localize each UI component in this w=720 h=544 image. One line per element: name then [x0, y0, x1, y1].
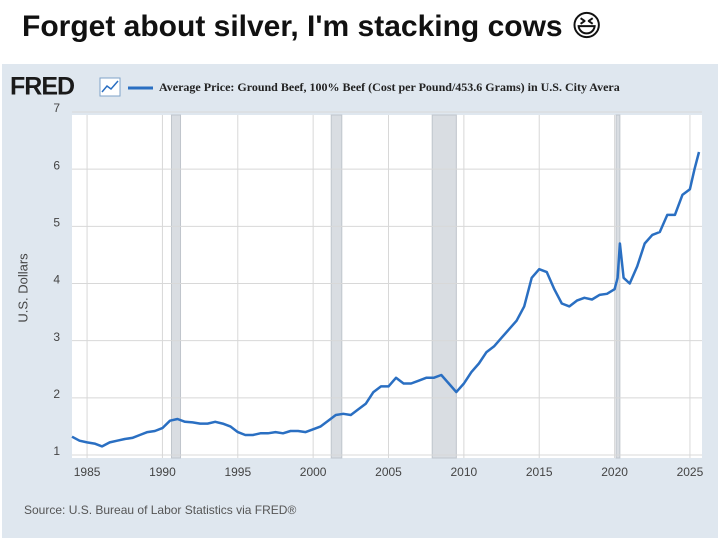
y-tick-label: 4 [53, 273, 60, 287]
x-tick-label: 2010 [451, 465, 478, 479]
x-tick-label: 2015 [526, 465, 553, 479]
logo: FRED [10, 73, 74, 101]
recession-band [431, 114, 457, 459]
x-tick-label: 2025 [677, 465, 704, 479]
x-tick-label: 1990 [149, 465, 176, 479]
x-tick-label: 1985 [74, 465, 101, 479]
y-tick-label: 6 [53, 158, 60, 172]
data-line [71, 151, 701, 448]
x-tick-label: 1995 [224, 465, 251, 479]
post-title: Forget about silver, I'm stacking cows 😆 [22, 10, 602, 43]
y-tick-label: 1 [53, 444, 60, 458]
logo-icon [99, 77, 121, 97]
x-tick-label: 2020 [601, 465, 628, 479]
recession-band [330, 114, 343, 459]
recession-band [170, 114, 182, 459]
y-axis-label: U.S. Dollars [15, 253, 30, 323]
y-tick-label: 5 [53, 216, 60, 230]
x-tick-label: 2005 [375, 465, 402, 479]
y-tick-label: 7 [53, 101, 60, 115]
recession-band [615, 114, 621, 459]
legend-label: Average Price: Ground Beef, 100% Beef (C… [159, 80, 620, 94]
source: Source: U.S. Bureau of Labor Statistics … [24, 503, 296, 517]
y-tick-label: 3 [53, 330, 60, 344]
y-tick-label: 2 [53, 387, 60, 401]
x-tick-label: 2000 [300, 465, 327, 479]
plot-area [72, 115, 702, 458]
